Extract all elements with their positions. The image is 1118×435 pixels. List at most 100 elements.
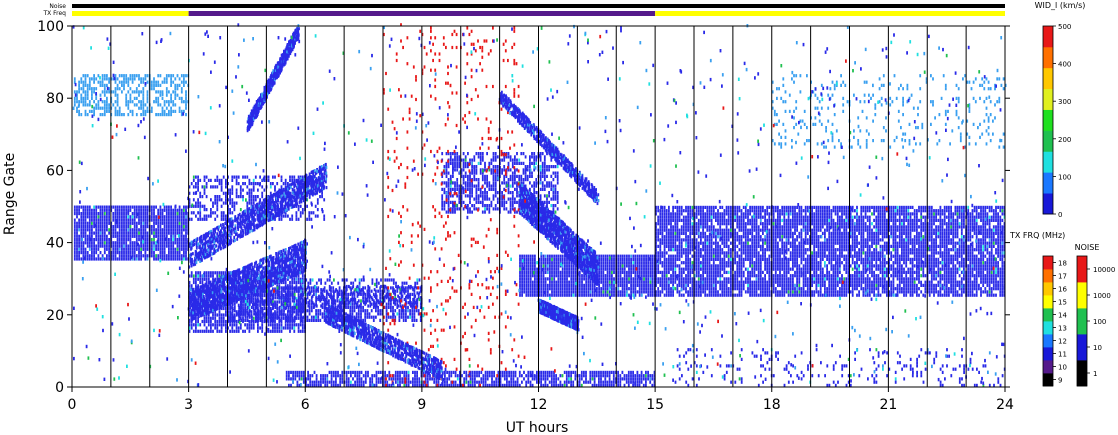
data-cell [78,90,80,94]
data-cell [93,218,95,222]
data-cell [564,257,566,261]
data-cell [536,380,538,384]
data-cell [165,244,168,248]
data-cell [129,221,132,225]
data-cell [339,380,342,384]
data-cell [323,289,326,293]
data-cell [516,200,518,204]
data-cell [345,297,348,302]
data-cell [281,302,283,306]
data-cell [93,74,95,78]
data-cell [460,184,463,188]
data-cell [593,383,596,387]
data-cell [564,277,566,281]
data-cell [229,198,231,202]
data-cell [129,205,132,209]
data-cell [302,377,305,381]
data-cell [248,319,251,324]
data-cell [538,267,541,271]
data-cell [129,238,132,242]
data-cell [617,380,619,384]
data-cell [360,380,363,384]
data-cell [300,296,302,300]
data-cell [195,323,197,327]
data-cell [287,303,289,307]
data-cell [424,374,427,378]
data-cell [254,182,257,186]
data-cell [509,155,512,159]
data-cell [95,234,98,238]
data-cell [185,254,187,258]
data-cell [516,194,518,198]
data-cell [170,83,172,87]
data-cell [407,377,410,381]
data-cell [347,380,350,384]
data-cell [174,83,177,87]
data-cell [300,374,303,378]
data-cell [529,181,531,185]
data-cell [598,383,600,387]
data-cell [165,80,168,84]
data-cell [78,113,80,117]
data-cell [222,175,225,179]
data-cell [146,93,149,97]
data-cell [88,247,91,251]
data-cell [475,191,478,195]
data-cell [630,374,632,378]
data-cell [473,155,476,159]
data-cell [484,165,486,169]
data-cell [330,377,333,381]
data-cell [479,194,482,198]
data-cell [140,90,142,94]
data-cell [568,267,570,271]
data-cell [114,87,117,91]
data-cell [441,197,444,201]
data-cell [268,312,270,316]
data-cell [311,383,314,387]
data-cell [123,247,125,251]
data-cell [140,244,142,248]
data-cell [284,214,287,218]
data-cell [76,254,78,258]
data-cell [88,225,91,229]
data-cell [259,315,262,319]
data-cell [242,299,245,303]
data-cell [452,152,454,156]
data-cell [106,77,108,81]
data-cell [298,299,300,303]
data-cell [458,187,461,191]
data-cell [254,195,257,199]
data-cell [337,304,340,308]
data-cell [527,283,530,287]
data-cell [315,302,317,306]
data-cell [559,287,562,291]
data-cell [433,377,436,381]
data-cell [323,198,326,202]
data-cell [263,188,266,192]
data-cell [144,238,147,242]
data-cell [388,297,391,302]
data-cell [86,221,89,225]
data-cell [471,171,473,175]
data-cell [529,274,532,278]
data-cell [201,217,204,221]
data-cell [168,74,170,78]
data-cell [308,299,311,303]
data-cell [484,168,486,172]
data-cell [516,174,518,178]
data-cell [561,257,564,261]
data-cell [150,238,153,242]
data-cell [205,277,208,281]
data-cell [84,208,87,212]
data-cell [125,251,128,255]
data-cell [210,198,212,202]
data-cell [467,194,469,198]
data-cell [157,221,160,225]
data-cell [301,277,304,281]
data-cell [364,318,367,322]
data-cell [493,374,495,378]
data-cell [360,315,362,319]
data-cell [188,323,191,327]
data-cell [140,257,142,261]
data-cell [465,380,468,384]
